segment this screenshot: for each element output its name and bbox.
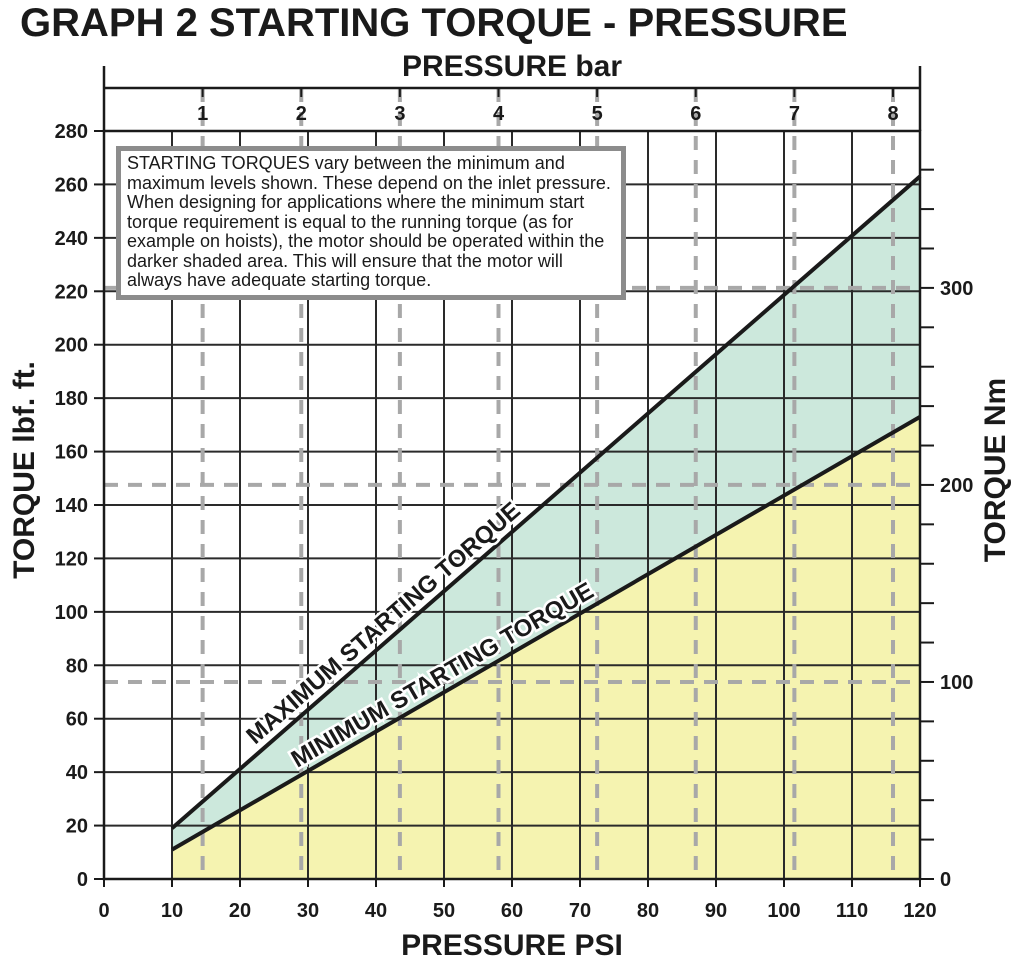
y2-axis-label: TORQUE Nm: [979, 378, 1012, 562]
y-tick-label: 260: [55, 174, 88, 196]
x2-tick-label: 5: [592, 103, 603, 125]
y-tick-label: 60: [66, 709, 88, 731]
y-tick-label: 20: [66, 816, 88, 838]
y2-tick-label: 300: [940, 278, 973, 300]
max-torque-line: [170, 174, 922, 830]
y2-tick-label: 0: [940, 869, 951, 891]
x2-tick-label: 3: [394, 103, 405, 125]
y-tick-label: 240: [55, 228, 88, 250]
y-tick-label: 200: [55, 335, 88, 357]
min-torque-line: [170, 415, 922, 852]
below-min-fill: [172, 416, 920, 879]
x-tick-label: 0: [98, 900, 109, 922]
x-tick-label: 90: [705, 900, 727, 922]
y-tick-label: 180: [55, 388, 88, 410]
x2-tick-label: 8: [887, 103, 898, 125]
starting-torques-note: STARTING TORQUES vary between the minimu…: [116, 146, 626, 300]
chart-title: GRAPH 2 STARTING TORQUE - PRESSURE: [20, 1, 848, 45]
x-axis-label: PRESSURE PSI: [401, 929, 623, 962]
y2-tick-label: 200: [940, 475, 973, 497]
x2-tick-label: 4: [493, 103, 505, 125]
x-tick-label: 40: [365, 900, 387, 922]
x-tick-label: 60: [501, 900, 523, 922]
note-lead: STARTING TORQUES: [127, 153, 310, 173]
y-tick-label: 220: [55, 281, 88, 303]
y-axis-label: TORQUE lbf. ft.: [8, 361, 41, 579]
x2-tick-label: 2: [296, 103, 307, 125]
x-tick-label: 110: [836, 900, 868, 922]
x2-tick-label: 1: [197, 103, 208, 125]
y-tick-label: 80: [66, 655, 88, 677]
note-text: vary between the minimum and maximum lev…: [127, 153, 611, 290]
x2-axis-label: PRESSURE bar: [402, 50, 622, 83]
x-tick-label: 10: [161, 900, 183, 922]
y-tick-label: 280: [55, 121, 88, 143]
y-tick-label: 140: [55, 495, 88, 517]
y-tick-label: 40: [66, 762, 88, 784]
y-tick-label: 100: [55, 602, 88, 624]
x-tick-label: 100: [767, 900, 800, 922]
y-tick-label: 160: [55, 442, 88, 464]
y-tick-label: 0: [77, 869, 88, 891]
x2-tick-label: 6: [690, 103, 701, 125]
x2-tick-label: 7: [789, 103, 800, 125]
x-tick-label: 120: [903, 900, 936, 922]
y-tick-label: 120: [55, 548, 88, 570]
x-tick-label: 20: [229, 900, 251, 922]
x-tick-label: 50: [433, 900, 455, 922]
x-tick-label: 70: [569, 900, 591, 922]
x-tick-label: 30: [297, 900, 319, 922]
y2-tick-label: 100: [940, 672, 973, 694]
x-tick-label: 80: [637, 900, 659, 922]
